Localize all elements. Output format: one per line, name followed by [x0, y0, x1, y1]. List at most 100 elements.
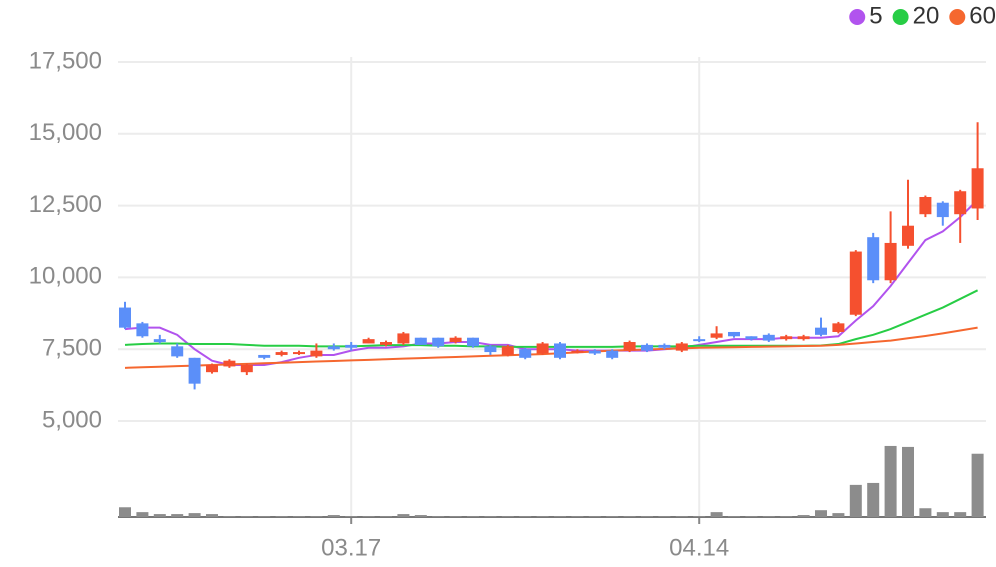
candle-body	[362, 339, 375, 344]
legend-marker	[892, 9, 909, 25]
candle-body	[206, 364, 218, 373]
candle-body	[849, 251, 862, 315]
candle-body	[293, 352, 305, 355]
volume-bar	[623, 516, 636, 517]
volume-bar	[536, 516, 549, 517]
candle-body	[571, 350, 584, 353]
candle-body	[623, 342, 636, 351]
candle-body	[467, 337, 479, 347]
volume-bar	[206, 514, 218, 517]
volume-bar	[780, 516, 793, 517]
legend-label: 60	[969, 2, 996, 29]
volume-bar	[223, 516, 236, 517]
candle-body	[153, 339, 166, 343]
y-tick-label: 5,000	[42, 406, 102, 433]
candle-body	[275, 352, 288, 355]
candle-body	[780, 336, 793, 340]
volume-bar	[658, 516, 671, 517]
y-tick-label: 7,500	[42, 335, 102, 362]
candle-body	[397, 333, 410, 344]
volume-bar	[849, 484, 862, 517]
candle-body	[658, 344, 671, 348]
volume-bar	[936, 512, 949, 517]
volume-bar	[867, 482, 880, 517]
candle-body	[414, 337, 427, 345]
volume-bar	[797, 515, 810, 517]
ma-line	[124, 199, 979, 366]
candle-body	[136, 323, 149, 337]
volume-bar	[971, 453, 984, 517]
volume-bar	[606, 516, 619, 517]
candle-body	[240, 364, 253, 373]
volume-bar	[188, 513, 201, 517]
legend-marker	[949, 9, 966, 25]
candle-body	[867, 237, 880, 281]
candle-body	[971, 168, 984, 209]
candle-body	[902, 225, 914, 246]
candle-body	[449, 337, 462, 343]
candle-body	[675, 343, 688, 351]
volume-bar	[345, 516, 358, 517]
y-tick-label: 15,000	[29, 119, 102, 146]
ma-line	[124, 289, 979, 348]
candle-body	[327, 346, 340, 350]
candle-body	[519, 349, 532, 358]
volume-bar	[449, 516, 462, 517]
candle-body	[310, 350, 323, 357]
volume-bar	[327, 515, 340, 517]
volume-bar	[484, 516, 497, 517]
x-tick-label: 04.14	[669, 534, 729, 561]
volume-bar	[362, 516, 375, 517]
volume-bar	[171, 514, 184, 517]
volume-bar	[815, 510, 827, 517]
volume-bar	[554, 516, 566, 517]
volume-bar	[432, 516, 445, 517]
candle-body	[188, 357, 201, 384]
candle-body	[588, 350, 601, 354]
volume-bar	[571, 516, 584, 517]
volume-bar	[414, 515, 427, 517]
candle-body	[606, 350, 619, 358]
volume-bar	[310, 516, 323, 517]
volume-bar	[397, 514, 410, 517]
volume-bar	[380, 516, 392, 517]
volume-bar	[902, 446, 914, 517]
candle-body	[119, 307, 131, 328]
volume-bar	[119, 507, 131, 517]
candle-body	[919, 196, 932, 215]
candle-body	[554, 343, 566, 358]
volume-bar	[919, 508, 932, 517]
volume-bar	[728, 516, 740, 517]
ma-line	[124, 326, 978, 369]
legend-marker	[849, 9, 866, 25]
volume-bar	[745, 516, 758, 517]
volume-bar	[275, 516, 288, 517]
volume-bar	[832, 513, 845, 517]
volume-bar	[641, 516, 653, 517]
volume-bar	[519, 516, 532, 517]
candle-body	[380, 342, 392, 345]
volume-bar	[293, 516, 305, 517]
candle-body	[745, 336, 758, 340]
candle-body	[832, 323, 845, 332]
volume-bar	[710, 512, 723, 517]
candle-body	[884, 242, 897, 281]
volume-bar	[240, 516, 253, 517]
candle-body	[954, 191, 967, 215]
volume-bar	[884, 445, 897, 517]
candle-body	[936, 202, 949, 218]
volume-bar	[136, 512, 149, 517]
legend-label: 20	[913, 2, 940, 29]
volume-bar	[258, 516, 271, 517]
candle-body	[641, 344, 653, 351]
candle-body	[432, 337, 445, 347]
y-tick-label: 12,500	[29, 191, 102, 218]
volume-bar	[501, 516, 514, 517]
y-tick-label: 10,000	[29, 263, 102, 290]
volume-bar	[588, 516, 601, 517]
candle-body	[693, 339, 706, 342]
candle-body	[223, 360, 236, 367]
candle-body	[728, 331, 740, 337]
volume-bar	[762, 516, 775, 517]
